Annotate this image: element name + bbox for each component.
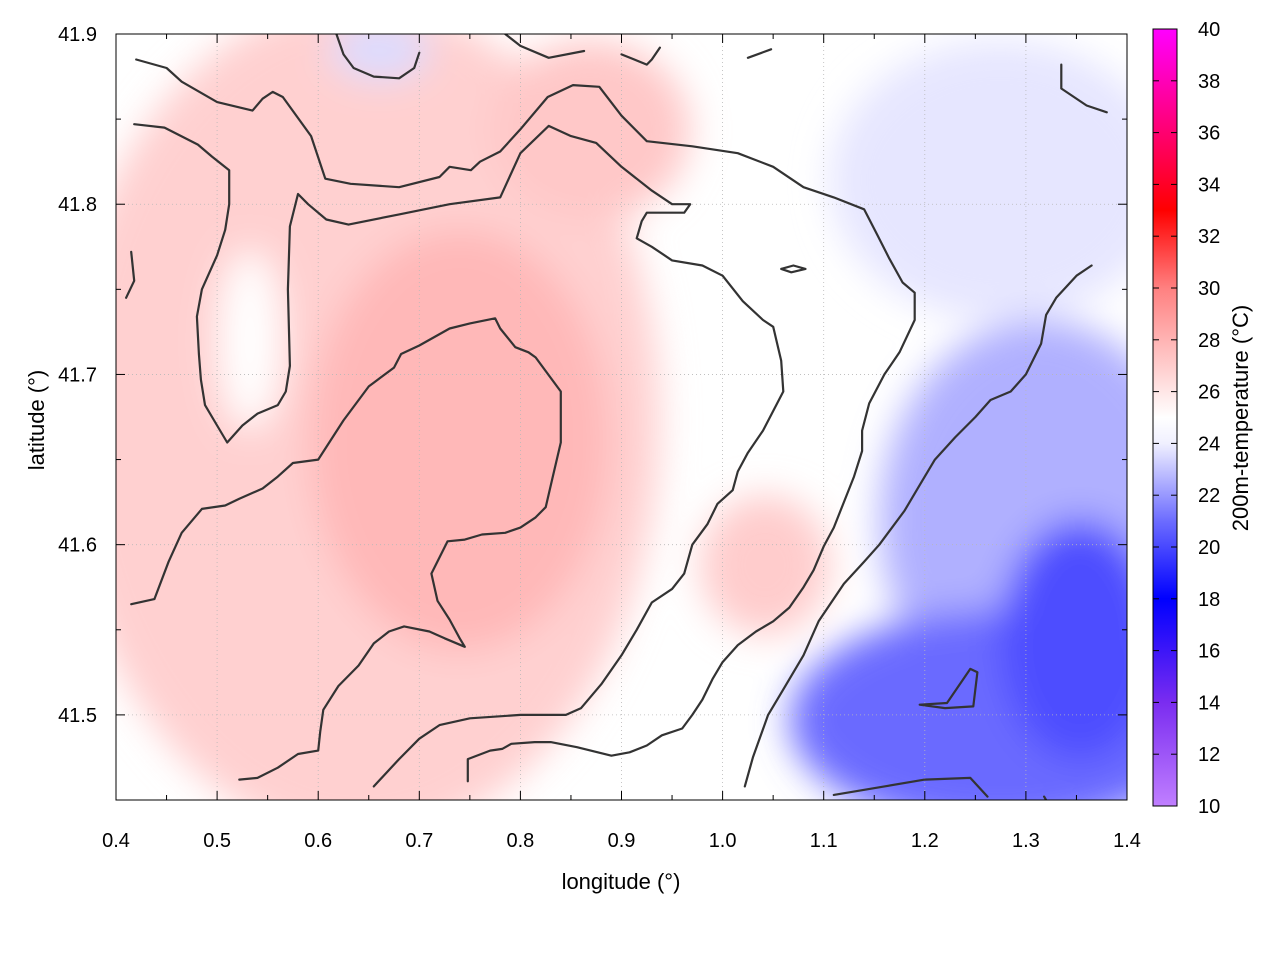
colorbar-tick-label: 24 bbox=[1198, 433, 1220, 455]
colorbar-tick-label: 28 bbox=[1198, 330, 1220, 352]
colorbar-tick-label: 40 bbox=[1198, 19, 1220, 41]
warm-patch-south bbox=[700, 495, 830, 635]
x-axis: 0.4 0.5 0.6 0.7 0.8 0.9 1.0 1.1 1.2 1.3 1.4 bbox=[102, 34, 1141, 852]
contour-line-10 bbox=[743, 264, 1093, 788]
contour-line-6 bbox=[746, 48, 773, 59]
neutral-patch-west bbox=[218, 250, 282, 430]
colorbar-tick-label: 30 bbox=[1198, 278, 1220, 300]
colorbar-tick-label: 14 bbox=[1198, 692, 1220, 714]
heatmap-blobs bbox=[116, 34, 1127, 800]
warm-core-center bbox=[310, 230, 610, 650]
x-tick-label: 1.4 bbox=[1113, 830, 1141, 852]
contour-line-7 bbox=[1060, 63, 1108, 114]
x-tick-label: 0.8 bbox=[506, 830, 534, 852]
colorbar-strip bbox=[1153, 29, 1177, 806]
colorbar-tick-label: 22 bbox=[1198, 485, 1220, 507]
colorbar-tick-label: 38 bbox=[1198, 71, 1220, 93]
x-tick-label: 1.1 bbox=[810, 830, 838, 852]
y-tick-label: 41.9 bbox=[58, 24, 97, 46]
colorbar-ticks: 10 12 14 16 18 20 22 24 26 28 30 32 34 36 38 40 bbox=[1153, 19, 1220, 818]
x-tick-label: 1.0 bbox=[709, 830, 737, 852]
y-tick-label: 41.8 bbox=[58, 194, 97, 216]
colorbar-tick-label: 10 bbox=[1198, 796, 1220, 818]
x-tick-label: 0.7 bbox=[405, 830, 433, 852]
colorbar-tick-label: 36 bbox=[1198, 123, 1220, 145]
contour-line-3 bbox=[335, 34, 421, 80]
colorbar-tick-label: 16 bbox=[1198, 641, 1220, 663]
colorbar-tick-label: 34 bbox=[1198, 174, 1220, 196]
colorbar-tick-label: 18 bbox=[1198, 589, 1220, 611]
y-tick-label: 41.6 bbox=[58, 535, 97, 557]
contour-line-12 bbox=[832, 776, 989, 798]
colorbar-title: 200m-temperature (°C) bbox=[1228, 305, 1253, 531]
colorbar-tick-label: 32 bbox=[1198, 226, 1220, 248]
contour-lines bbox=[125, 34, 1108, 800]
contour-line-1 bbox=[133, 123, 785, 788]
heatmap-field bbox=[116, 34, 1127, 800]
contour-line-0 bbox=[135, 58, 916, 783]
y-tick-label: 41.7 bbox=[58, 364, 97, 386]
x-tick-label: 1.2 bbox=[911, 830, 939, 852]
y-tick-label: 41.5 bbox=[58, 705, 97, 727]
warm-region-north bbox=[490, 40, 690, 220]
contour-line-8 bbox=[125, 250, 136, 299]
x-tick-label: 0.4 bbox=[102, 830, 130, 852]
colorbar-tick-label: 20 bbox=[1198, 537, 1220, 559]
y-axis: 41.5 41.6 41.7 41.8 41.9 bbox=[58, 24, 1127, 801]
contour-line-11 bbox=[918, 667, 979, 710]
cold-core-southeast bbox=[1000, 520, 1127, 760]
colorbar-tick-label: 26 bbox=[1198, 382, 1220, 404]
colorbar: 10 12 14 16 18 20 22 24 26 28 30 32 34 36 38 40 bbox=[1152, 19, 1220, 818]
colorbar-tick-label: 12 bbox=[1198, 744, 1220, 766]
cool-region-northeast bbox=[830, 40, 1127, 320]
x-tick-label: 1.3 bbox=[1012, 830, 1040, 852]
contour-line-2 bbox=[130, 317, 562, 781]
y-axis-title: latitude (°) bbox=[24, 370, 49, 471]
x-tick-label: 0.9 bbox=[608, 830, 636, 852]
contour-line-5 bbox=[620, 46, 661, 66]
contour-line-9 bbox=[780, 264, 807, 274]
x-tick-label: 0.5 bbox=[203, 830, 231, 852]
x-axis-title: longitude (°) bbox=[562, 869, 681, 894]
contour-line-4 bbox=[504, 34, 586, 59]
colorbar-frame bbox=[1152, 28, 1178, 807]
x-tick-label: 0.6 bbox=[304, 830, 332, 852]
grid bbox=[116, 34, 1127, 800]
contour-line-13 bbox=[1043, 795, 1048, 800]
